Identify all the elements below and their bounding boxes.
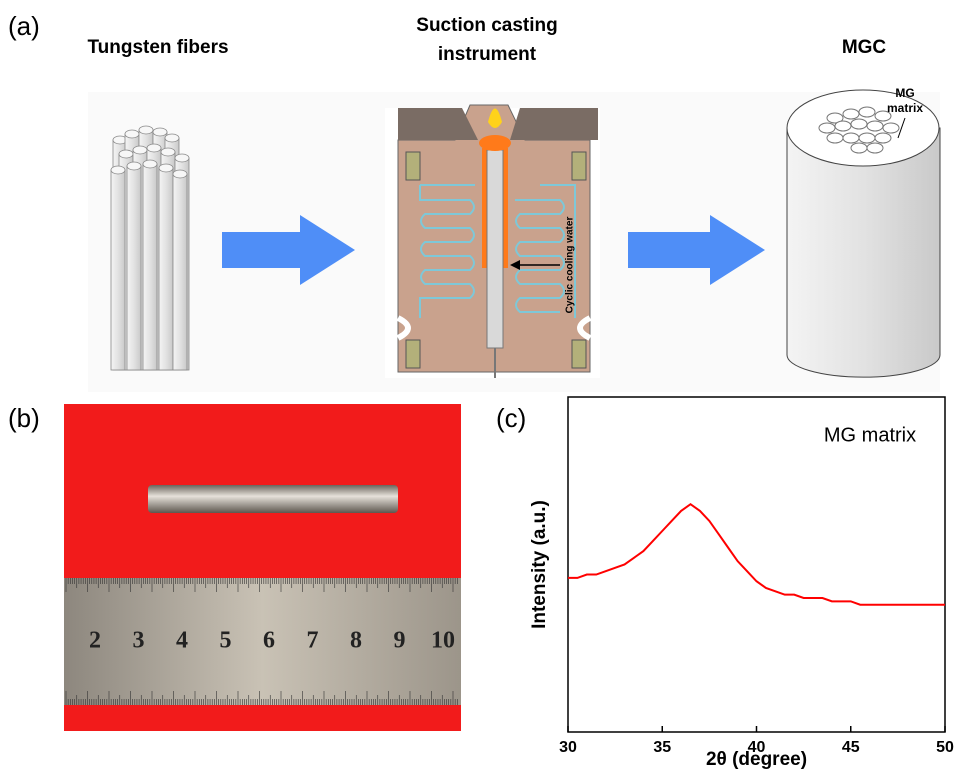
x-tick-label: 45 — [842, 739, 860, 756]
fiber — [143, 164, 157, 370]
fiber-end — [125, 130, 139, 138]
fiber-end — [175, 154, 189, 162]
y-axis-label: Intensity (a.u.) — [529, 500, 550, 629]
ruler-number: 9 — [394, 628, 406, 654]
ruler-number: 6 — [263, 628, 275, 654]
ruler-number: 2 — [89, 628, 101, 654]
ruler-number: 5 — [220, 628, 232, 654]
fiber-end — [143, 160, 157, 168]
sample-rod — [148, 485, 398, 513]
fiber-end — [139, 126, 153, 134]
fibers-title: Tungsten fibers — [87, 37, 228, 58]
fiber-section — [843, 109, 859, 119]
fiber-bundle — [111, 126, 189, 370]
x-tick-label: 35 — [653, 739, 671, 756]
fiber-section — [859, 107, 875, 117]
annotation: MG matrix — [824, 424, 916, 446]
fiber-end — [119, 150, 133, 158]
instrument-title: instrument — [438, 44, 537, 65]
ruler-number: 10 — [431, 628, 455, 654]
panel-label: (a) — [8, 11, 40, 41]
fiber-section — [867, 143, 883, 153]
ruler-number: 7 — [307, 628, 319, 654]
fiber — [111, 170, 125, 370]
fiber-end — [173, 170, 187, 178]
figure: (a) Tungsten fibers Suction casting inst… — [0, 0, 960, 771]
fiber-end — [133, 146, 147, 154]
x-axis-label: 2θ (degree) — [706, 749, 807, 770]
fiber-section — [835, 121, 851, 131]
fiber-section — [843, 133, 859, 143]
fiber-end — [159, 164, 173, 172]
fiber-end — [161, 148, 175, 156]
fiber-end — [147, 144, 161, 152]
fiber-section — [859, 133, 875, 143]
x-tick-label: 30 — [559, 739, 577, 756]
ruler-number: 4 — [176, 628, 188, 654]
instrument-title: Suction casting — [416, 15, 557, 36]
fiber — [127, 166, 141, 370]
fiber-end — [153, 128, 167, 136]
ruler-number: 8 — [350, 628, 362, 654]
fiber-end — [165, 134, 179, 142]
mg-matrix-label: MG — [895, 86, 914, 100]
cooling-label: Cyclic cooling water — [565, 217, 576, 314]
mgc-cylinder — [787, 90, 940, 377]
fiber-section — [883, 123, 899, 133]
fiber-section — [851, 119, 867, 129]
fiber-end — [111, 166, 125, 174]
fiber — [173, 174, 187, 370]
fiber-section — [851, 143, 867, 153]
fiber — [159, 168, 173, 370]
ruler-number: 3 — [133, 628, 145, 654]
fiber-end — [127, 162, 141, 170]
fiber-section — [875, 133, 891, 143]
panel-label: (c) — [496, 403, 526, 433]
panel-label: (b) — [8, 403, 40, 433]
fiber-section — [867, 121, 883, 131]
data-line — [568, 504, 945, 605]
fiber-section — [827, 133, 843, 143]
mgc-title: MGC — [842, 37, 887, 58]
x-tick-label: 50 — [936, 739, 954, 756]
fiber-section — [819, 123, 835, 133]
mg-matrix-label: matrix — [887, 101, 923, 115]
